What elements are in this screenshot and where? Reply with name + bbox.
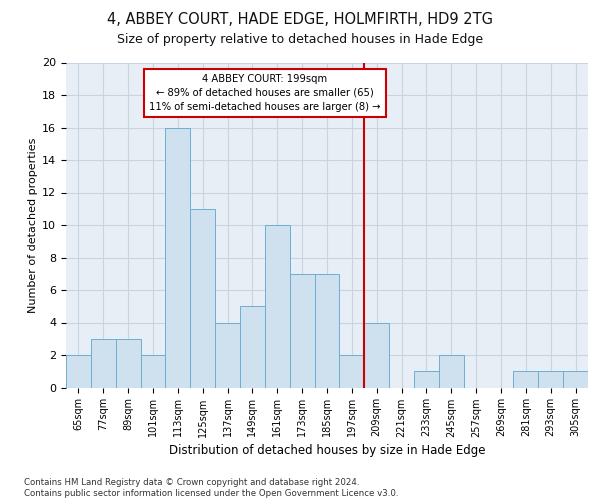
Bar	[314, 274, 340, 388]
Text: Contains HM Land Registry data © Crown copyright and database right 2024.
Contai: Contains HM Land Registry data © Crown c…	[24, 478, 398, 498]
Bar	[166, 128, 190, 388]
Bar	[91, 339, 116, 388]
Bar	[364, 322, 389, 388]
Text: Size of property relative to detached houses in Hade Edge: Size of property relative to detached ho…	[117, 32, 483, 46]
Bar	[439, 355, 464, 388]
Bar	[414, 371, 439, 388]
Text: 4, ABBEY COURT, HADE EDGE, HOLMFIRTH, HD9 2TG: 4, ABBEY COURT, HADE EDGE, HOLMFIRTH, HD…	[107, 12, 493, 28]
Bar	[140, 355, 166, 388]
Bar	[265, 225, 290, 388]
Text: 4 ABBEY COURT: 199sqm
← 89% of detached houses are smaller (65)
11% of semi-deta: 4 ABBEY COURT: 199sqm ← 89% of detached …	[149, 74, 380, 112]
Bar	[215, 322, 240, 388]
X-axis label: Distribution of detached houses by size in Hade Edge: Distribution of detached houses by size …	[169, 444, 485, 456]
Y-axis label: Number of detached properties: Number of detached properties	[28, 138, 38, 312]
Bar	[190, 209, 215, 388]
Bar	[66, 355, 91, 388]
Bar	[290, 274, 314, 388]
Bar	[563, 371, 588, 388]
Bar	[514, 371, 538, 388]
Bar	[240, 306, 265, 388]
Bar	[116, 339, 140, 388]
Bar	[538, 371, 563, 388]
Bar	[340, 355, 364, 388]
